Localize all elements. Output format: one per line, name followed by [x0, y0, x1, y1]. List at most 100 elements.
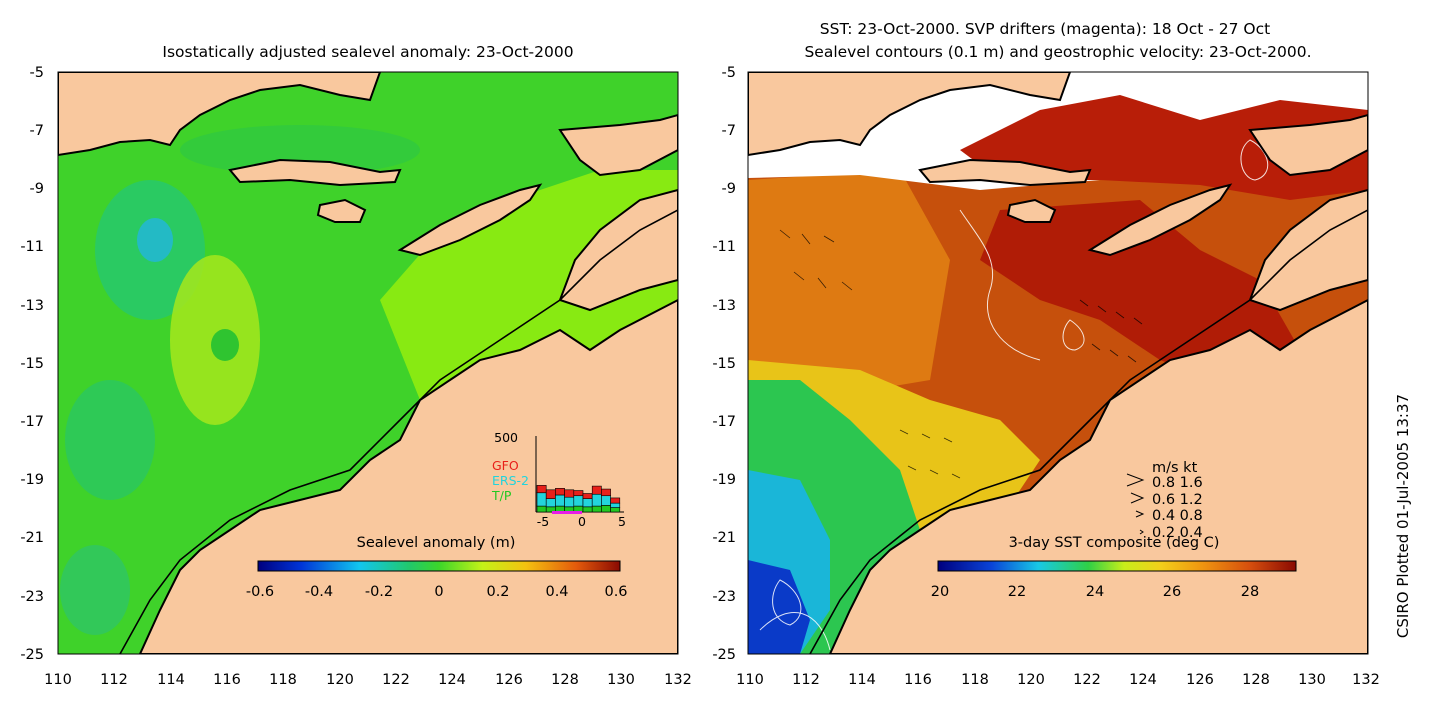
inset-bar-segment	[573, 490, 584, 497]
inset-legend-gfo: GFO	[492, 458, 519, 473]
left-cool-patch-2	[65, 380, 155, 500]
left-cool-patch-3	[60, 545, 130, 635]
left-plot-frame	[57, 71, 679, 655]
right-ytick-2: -9	[722, 181, 736, 197]
left-ytick-9: -23	[20, 589, 44, 605]
inset-bar-segment	[601, 495, 611, 506]
right-ytick-5: -15	[712, 356, 736, 372]
left-xtick-1: 112	[100, 672, 128, 688]
left-shelf-contour	[119, 209, 678, 654]
right-xtick-11: 132	[1352, 672, 1380, 688]
inset-bar-segment	[536, 492, 547, 507]
inset-bar-segment	[573, 495, 584, 507]
right-ytick-8: -21	[712, 530, 736, 546]
inset-bar-segment	[582, 498, 593, 508]
right-xtick-7: 124	[1129, 672, 1157, 688]
left-ytick-3: -11	[20, 239, 44, 255]
left-warm-core	[211, 329, 239, 361]
right-shelf-contour	[809, 209, 1368, 654]
velocity-row-3: 0.2 0.4	[1152, 525, 1203, 541]
left-tanimbar-land	[558, 113, 678, 177]
velocity-row-1: 0.6 1.2	[1152, 492, 1203, 508]
left-cool-core	[137, 218, 173, 262]
sst-cb-tick-0: 20	[931, 584, 949, 600]
left-ytick-5: -15	[20, 356, 44, 372]
sealevel-cb-tick-2: -0.2	[365, 584, 393, 600]
inset-bar-segment	[601, 505, 611, 513]
sealevel-cb-tick-1: -0.4	[305, 584, 333, 600]
left-xtick-11: 132	[664, 672, 692, 688]
right-ytick-9: -23	[712, 589, 736, 605]
right-xtick-10: 130	[1298, 672, 1326, 688]
left-timor-land	[397, 183, 543, 257]
inset-ylabel: 500	[494, 430, 518, 445]
inset-bar-segment	[555, 494, 565, 507]
velocity-legend: m/s kt 0.8 1.6 0.6 1.2 0.4 0.8 0.2 0.4	[1126, 460, 1203, 541]
inset-bar-segment	[582, 493, 593, 499]
left-panel-title: Isostatically adjusted sealevel anomaly:…	[162, 43, 573, 61]
left-xtick-8: 126	[495, 672, 523, 688]
right-ytick-3: -11	[712, 239, 736, 255]
inset-bar-segment	[601, 488, 611, 497]
right-xtick-1: 112	[792, 672, 820, 688]
left-ytick-0: -5	[30, 65, 44, 81]
inset-bar-segment	[536, 485, 547, 494]
inset-bar-segment	[564, 489, 575, 498]
sst-cb-tick-2: 24	[1086, 584, 1104, 600]
inset-bar-segment	[545, 489, 556, 499]
plot-credit: CSIRO Plotted 01-Jul-2005 13:37	[1394, 394, 1412, 638]
right-xtick-8: 126	[1186, 672, 1214, 688]
left-sumba-land	[316, 198, 367, 223]
velocity-legend-header: m/s kt	[1152, 460, 1198, 476]
right-plot-frame	[747, 71, 1369, 655]
left-green-band	[180, 125, 420, 175]
satellite-inset: 500 GFO ERS-2 T/P -5 0 5	[491, 430, 626, 529]
right-xtick-4: 118	[961, 672, 989, 688]
right-xtick-9: 128	[1242, 672, 1270, 688]
inset-xtick-1: 0	[578, 514, 586, 529]
sst-colorbar-label: 3-day SST composite (deg C)	[1009, 535, 1220, 551]
left-xtick-6: 122	[382, 672, 410, 688]
left-y-axis: -5 -7 -9 -11 -13 -15 -17 -19 -21 -23 -25	[20, 65, 44, 663]
inset-legend-ers2: ERS-2	[492, 473, 529, 488]
velocity-arrow-1	[1130, 492, 1145, 504]
right-tanimbar-land	[1248, 113, 1368, 177]
sealevel-cb-tick-4: 0.2	[486, 584, 509, 600]
right-y-axis: -5 -7 -9 -11 -13 -15 -17 -19 -21 -23 -25	[712, 65, 736, 663]
inset-bar-segment	[564, 496, 575, 508]
velocity-row-0: 0.8 1.6	[1152, 475, 1203, 491]
sealevel-colorbar-label: Sealevel anomaly (m)	[357, 535, 516, 551]
sst-cb-tick-1: 22	[1008, 584, 1026, 600]
velocity-arrow-0	[1126, 473, 1145, 487]
inset-bar-segment	[591, 485, 602, 495]
right-flores-land	[918, 158, 1092, 187]
inset-bar-segment	[555, 488, 565, 496]
inset-bar-segment	[591, 505, 602, 513]
inset-xtick-2: 5	[618, 514, 626, 529]
sst-cb-tick-4: 28	[1241, 584, 1259, 600]
left-xtick-5: 120	[326, 672, 354, 688]
sealevel-cb-tick-0: -0.6	[246, 584, 274, 600]
left-ytick-4: -13	[20, 298, 44, 314]
right-panel-title-line1: SST: 23-Oct-2000. SVP drifters (magenta)…	[820, 20, 1270, 38]
left-xtick-2: 114	[157, 672, 185, 688]
left-x-axis: 110 112 114 116 118 120 122 124 126 128 …	[44, 672, 692, 688]
sealevel-colorbar-ramp	[257, 560, 621, 572]
left-ytick-8: -21	[20, 530, 44, 546]
left-flores-land	[228, 158, 402, 187]
inset-bar-segment	[591, 493, 602, 507]
right-ytick-6: -17	[712, 414, 736, 430]
right-ytick-7: -19	[712, 472, 736, 488]
right-timor-land	[1087, 183, 1233, 257]
left-xtick-9: 128	[551, 672, 579, 688]
sst-colorbar: 3-day SST composite (deg C) 20 22 24 26 …	[931, 535, 1297, 600]
left-java-land	[58, 72, 382, 157]
right-ytick-1: -7	[722, 123, 736, 139]
inset-legend-tp: T/P	[491, 488, 512, 503]
left-ytick-2: -9	[30, 181, 44, 197]
right-xtick-6: 122	[1073, 672, 1101, 688]
velocity-arrow-3	[1139, 529, 1144, 535]
right-panel-title-line2: Sealevel contours (0.1 m) and geostrophi…	[804, 43, 1311, 61]
right-xtick-0: 110	[736, 672, 764, 688]
